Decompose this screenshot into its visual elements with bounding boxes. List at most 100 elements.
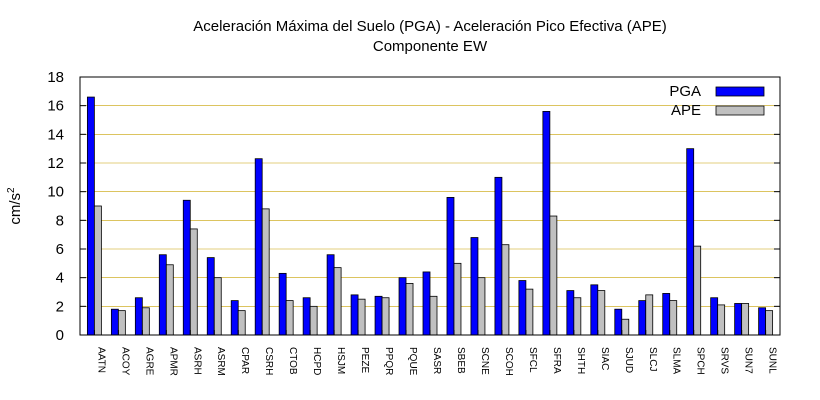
bar-pga-scne [470, 237, 479, 336]
x-tick-label: SIAC [599, 347, 610, 370]
bar-pga-sbeb [446, 196, 455, 336]
bar-ape-apmr [165, 264, 174, 336]
x-tick-label: SPCH [695, 347, 706, 375]
bar-ape-aatn [93, 205, 102, 336]
x-ticks: AATN ACOY AGRE APMR ASRH ASRM CPAR CSRH CTOB HCPD… [93, 330, 778, 376]
bar-pga-sfra [542, 111, 551, 336]
x-tick-label: SUN7 [743, 347, 754, 374]
y-tick-label: 4 [56, 270, 64, 287]
x-tick-label: PQUE [407, 347, 418, 376]
bar-ape-sfra [549, 215, 558, 336]
x-tick-label: CSRH [263, 347, 274, 375]
bar-pga-aatn [86, 96, 95, 336]
bar-ape-peze [357, 298, 366, 336]
bar-ape-scoh [501, 244, 510, 336]
bar-pga-agre [134, 297, 143, 336]
legend-swatch-pga [715, 86, 765, 97]
bar-pga-scoh [494, 176, 503, 336]
y-tick-label: 16 [47, 98, 64, 115]
bar-ape-csrh [261, 208, 270, 336]
y-tick-label: 12 [47, 155, 64, 172]
plot-frame [79, 76, 781, 336]
x-tick-label: SFCL [527, 347, 538, 373]
y-tick-label: 10 [47, 184, 64, 201]
x-tick-label: CPAR [239, 347, 250, 374]
y-tick-label: 14 [47, 126, 64, 143]
x-tick-label: APMR [167, 347, 178, 376]
x-tick-label: SLMA [671, 347, 682, 375]
bar-pga-sunl [758, 307, 767, 336]
x-tick-label: AATN [95, 347, 106, 373]
legend-swatch-ape [715, 105, 765, 116]
bar-ape-asrh [189, 228, 198, 336]
x-tick-label: SBEB [455, 347, 466, 374]
bar-ape-cpar [237, 310, 246, 336]
bar-pga-ppqr [374, 295, 383, 336]
y-tick-label: 8 [56, 212, 64, 229]
y-axis-label-base: cm/s [7, 193, 24, 225]
y-axis-label: cm/s2 [6, 187, 24, 225]
legend-label-ape: APE [671, 102, 701, 119]
x-tick-label: HCPD [311, 347, 322, 375]
y-ticks: 0 2 4 6 8 10 12 14 16 18 [47, 69, 780, 344]
x-tick-label: ASRH [191, 347, 202, 375]
x-tick-label: SCOH [503, 347, 514, 376]
bar-pga-srvs [710, 297, 719, 336]
x-tick-label: AGRE [143, 347, 154, 376]
bar-ape-siac [597, 290, 606, 336]
bar-pga-shth [566, 290, 575, 336]
bar-ape-sbeb [453, 262, 462, 336]
bar-ape-scne [477, 277, 486, 336]
bar-pga-sun7 [734, 303, 743, 336]
y-tick-label: 6 [56, 241, 64, 258]
bar-ape-slma [669, 300, 678, 336]
bar-pga-hsjm [326, 254, 335, 336]
bar-pga-slcj [638, 300, 647, 336]
bar-pga-asrh [182, 199, 191, 336]
bar-ape-pque [405, 282, 414, 336]
y-tick-label: 2 [56, 298, 64, 315]
bar-pga-slma [662, 293, 671, 336]
x-tick-label: HSJM [335, 347, 346, 374]
bar-pga-ctob [278, 272, 287, 336]
bar-ape-agre [141, 307, 150, 336]
x-tick-label: SHTH [575, 347, 586, 374]
x-tick-label: SLCJ [647, 347, 658, 371]
bar-pga-siac [590, 284, 599, 336]
x-tick-label: PEZE [359, 347, 370, 373]
bars [86, 96, 774, 336]
bar-pga-spch [686, 148, 695, 336]
x-tick-label: PPQR [383, 347, 394, 375]
x-tick-label: SRVS [719, 347, 730, 374]
y-axis-label-exponent: 2 [6, 187, 17, 193]
bar-pga-apmr [158, 254, 167, 336]
x-tick-label: SJUD [623, 347, 634, 373]
bar-pga-peze [350, 294, 359, 336]
bar-ape-sun7 [741, 303, 750, 336]
bar-ape-slcj [645, 294, 654, 336]
x-tick-label: SUNL [767, 347, 778, 374]
bar-pga-sfcl [518, 280, 527, 336]
bar-ape-ctob [285, 300, 294, 336]
x-tick-label: CTOB [287, 347, 298, 375]
legend: PGA APE [669, 83, 765, 119]
bar-ape-spch [693, 245, 702, 336]
bar-pga-hcpd [302, 297, 311, 336]
chart-title: Aceleración Máxima del Suelo (PGA) - Ace… [193, 18, 667, 35]
legend-label-pga: PGA [669, 83, 701, 100]
y-tick-label: 18 [47, 69, 64, 86]
bar-ape-hcpd [309, 305, 318, 336]
bar-pga-sjud [614, 308, 623, 336]
bar-ape-sunl [765, 310, 774, 336]
bar-ape-acoy [117, 310, 126, 336]
bar-ape-shth [573, 297, 582, 336]
x-tick-label: ACOY [119, 347, 130, 376]
bar-ape-sjud [621, 318, 630, 336]
bar-ape-sasr [429, 295, 438, 336]
y-tick-label: 0 [56, 327, 64, 344]
bar-ape-ppqr [381, 297, 390, 336]
bar-ape-asrm [213, 277, 222, 336]
bar-pga-sasr [422, 271, 431, 336]
x-tick-label: SCNE [479, 347, 490, 375]
